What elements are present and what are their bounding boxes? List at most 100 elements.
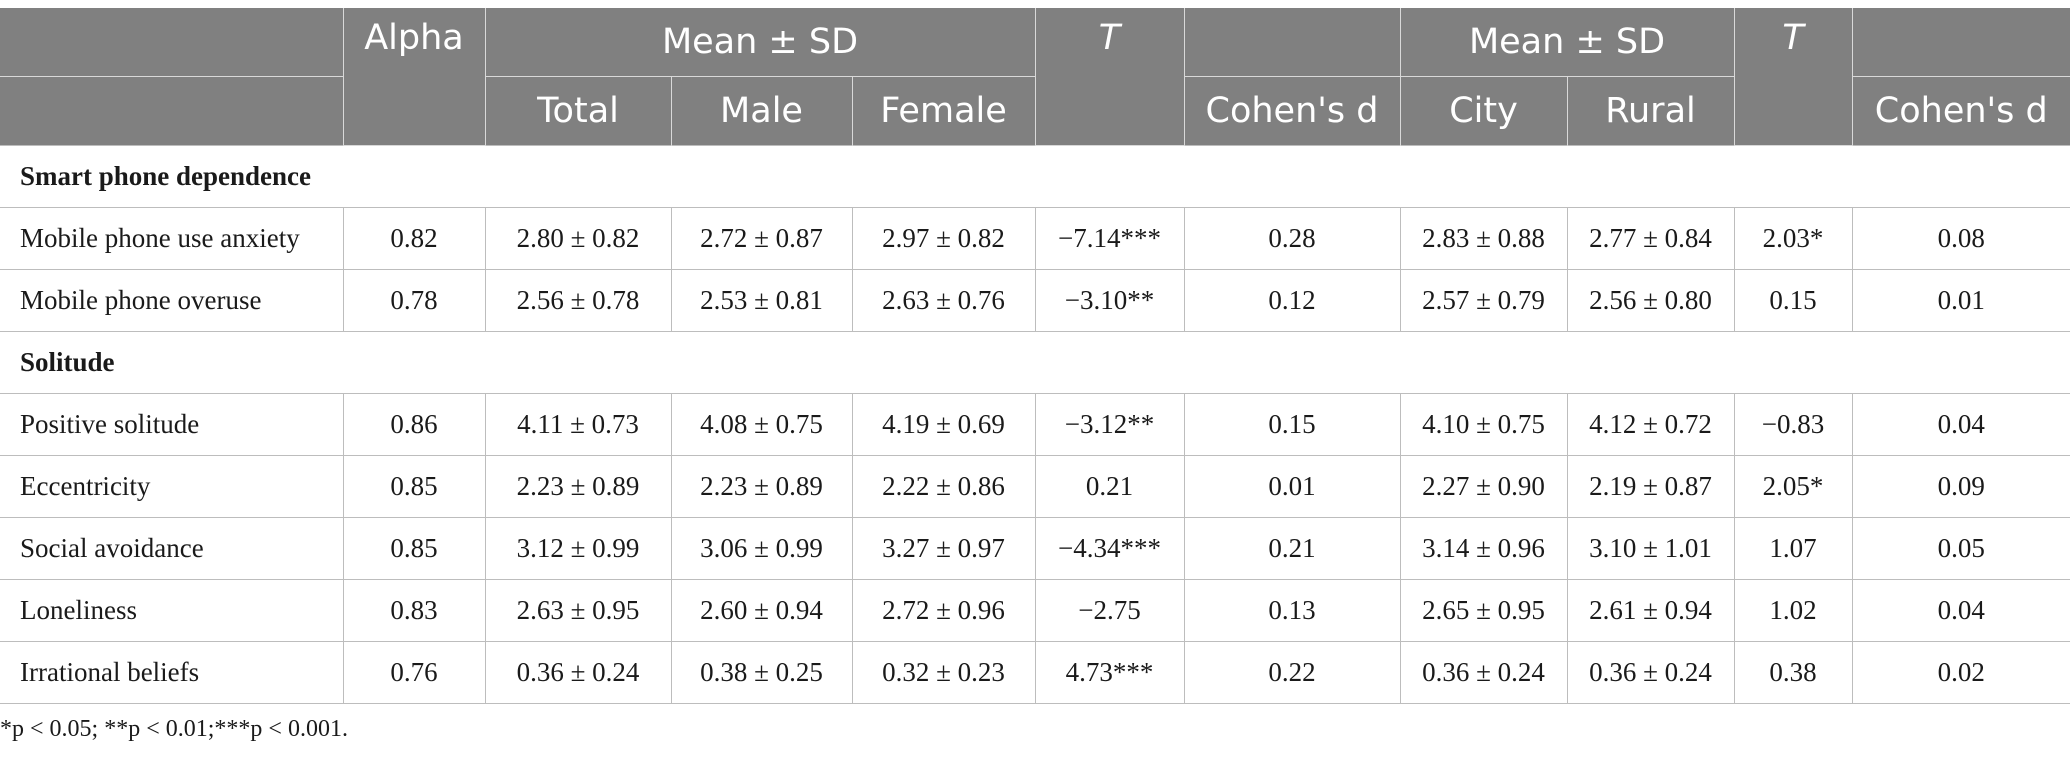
header-alpha: Alpha xyxy=(342,8,485,146)
cell-t-region: 0.38 xyxy=(1733,641,1853,704)
cell-t-gender: −4.34*** xyxy=(1034,517,1185,580)
cell-cohens-d-gender: 0.13 xyxy=(1183,579,1401,642)
cell-t-gender: −3.10** xyxy=(1034,269,1185,332)
cell-rural: 0.36 ± 0.24 xyxy=(1566,641,1735,704)
table-row: Mobile phone use anxiety 0.82 2.80 ± 0.8… xyxy=(0,207,2070,270)
cell-female: 2.97 ± 0.82 xyxy=(851,207,1036,270)
cell-male: 0.38 ± 0.25 xyxy=(670,641,853,704)
cell-t-region: 1.07 xyxy=(1733,517,1853,580)
header-cohens-d-region: Cohen's d xyxy=(1851,76,2070,146)
cell-t-region: 2.05* xyxy=(1733,455,1853,518)
table-row: Social avoidance 0.85 3.12 ± 0.99 3.06 ±… xyxy=(0,517,2070,580)
cell-city: 2.57 ± 0.79 xyxy=(1399,269,1568,332)
cell-alpha: 0.82 xyxy=(342,207,486,270)
cell-male: 2.53 ± 0.81 xyxy=(670,269,853,332)
row-label: Social avoidance xyxy=(0,517,344,580)
cell-cohens-d-region: 0.08 xyxy=(1851,207,2070,270)
cell-total: 2.80 ± 0.82 xyxy=(484,207,672,270)
cell-alpha: 0.76 xyxy=(342,641,486,704)
header-total: Total xyxy=(484,76,671,146)
statistics-table: Alpha Mean ± SD T Mean ± SD T Total Male… xyxy=(0,8,2070,704)
cell-rural: 4.12 ± 0.72 xyxy=(1566,393,1735,456)
cell-cohens-d-region: 0.04 xyxy=(1851,579,2070,642)
cell-t-gender: −2.75 xyxy=(1034,579,1185,642)
header-blank-1 xyxy=(1183,8,1400,77)
cell-cohens-d-region: 0.01 xyxy=(1851,269,2070,332)
cell-female: 3.27 ± 0.97 xyxy=(851,517,1036,580)
cell-t-gender: −3.12** xyxy=(1034,393,1185,456)
cell-cohens-d-gender: 0.22 xyxy=(1183,641,1401,704)
cell-cohens-d-gender: 0.01 xyxy=(1183,455,1401,518)
header-t-gender: T xyxy=(1034,8,1184,146)
table-row: Mobile phone overuse 0.78 2.56 ± 0.78 2.… xyxy=(0,269,2070,332)
cell-city: 2.65 ± 0.95 xyxy=(1399,579,1568,642)
cell-female: 2.22 ± 0.86 xyxy=(851,455,1036,518)
row-label: Mobile phone overuse xyxy=(0,269,344,332)
cell-alpha: 0.78 xyxy=(342,269,486,332)
cell-male: 2.23 ± 0.89 xyxy=(670,455,853,518)
cell-rural: 2.61 ± 0.94 xyxy=(1566,579,1735,642)
table-row: Eccentricity 0.85 2.23 ± 0.89 2.23 ± 0.8… xyxy=(0,455,2070,518)
cell-alpha: 0.85 xyxy=(342,517,486,580)
cell-cohens-d-gender: 0.15 xyxy=(1183,393,1401,456)
cell-alpha: 0.85 xyxy=(342,455,486,518)
cell-female: 0.32 ± 0.23 xyxy=(851,641,1036,704)
cell-t-region: −0.83 xyxy=(1733,393,1853,456)
cell-city: 4.10 ± 0.75 xyxy=(1399,393,1568,456)
table-row: Irrational beliefs 0.76 0.36 ± 0.24 0.38… xyxy=(0,641,2070,704)
cell-city: 2.27 ± 0.90 xyxy=(1399,455,1568,518)
cell-cohens-d-region: 0.02 xyxy=(1851,641,2070,704)
header-female: Female xyxy=(851,76,1035,146)
cell-total: 4.11 ± 0.73 xyxy=(484,393,672,456)
cell-total: 3.12 ± 0.99 xyxy=(484,517,672,580)
header-cohens-d-gender: Cohen's d xyxy=(1183,76,1400,146)
header-blank-2 xyxy=(1851,8,2070,77)
cell-alpha: 0.83 xyxy=(342,579,486,642)
header-corner xyxy=(0,8,343,77)
cell-rural: 2.77 ± 0.84 xyxy=(1566,207,1735,270)
cell-t-region: 1.02 xyxy=(1733,579,1853,642)
cell-cohens-d-region: 0.09 xyxy=(1851,455,2070,518)
cell-rural: 2.56 ± 0.80 xyxy=(1566,269,1735,332)
cell-t-gender: −7.14*** xyxy=(1034,207,1185,270)
group-row: Solitude xyxy=(0,331,2070,394)
row-label: Eccentricity xyxy=(0,455,344,518)
cell-cohens-d-gender: 0.12 xyxy=(1183,269,1401,332)
cell-rural: 3.10 ± 1.01 xyxy=(1566,517,1735,580)
table-footnote: *p < 0.05; **p < 0.01;***p < 0.001. xyxy=(0,716,348,742)
cell-t-region: 2.03* xyxy=(1733,207,1853,270)
cell-cohens-d-gender: 0.21 xyxy=(1183,517,1401,580)
cell-total: 2.56 ± 0.78 xyxy=(484,269,672,332)
header-city: City xyxy=(1399,76,1567,146)
group-title: Smart phone dependence xyxy=(0,145,2070,208)
cell-total: 2.23 ± 0.89 xyxy=(484,455,672,518)
header-row-sub: Total Male Female Cohen's d City Rural C… xyxy=(0,76,2070,146)
cell-t-region: 0.15 xyxy=(1733,269,1853,332)
header-t-region: T xyxy=(1733,8,1853,146)
header-mean-sd-gender: Mean ± SD xyxy=(484,8,1035,77)
cell-cohens-d-gender: 0.28 xyxy=(1183,207,1401,270)
cell-male: 2.60 ± 0.94 xyxy=(670,579,853,642)
row-label: Mobile phone use anxiety xyxy=(0,207,344,270)
cell-city: 3.14 ± 0.96 xyxy=(1399,517,1568,580)
cell-female: 4.19 ± 0.69 xyxy=(851,393,1036,456)
cell-cohens-d-region: 0.04 xyxy=(1851,393,2070,456)
cell-city: 2.83 ± 0.88 xyxy=(1399,207,1568,270)
table-row: Loneliness 0.83 2.63 ± 0.95 2.60 ± 0.94 … xyxy=(0,579,2070,642)
cell-rural: 2.19 ± 0.87 xyxy=(1566,455,1735,518)
header-male: Male xyxy=(670,76,852,146)
cell-t-gender: 4.73*** xyxy=(1034,641,1185,704)
header-mean-sd-region: Mean ± SD xyxy=(1399,8,1735,77)
row-label: Positive solitude xyxy=(0,393,344,456)
cell-alpha: 0.86 xyxy=(342,393,486,456)
cell-male: 4.08 ± 0.75 xyxy=(670,393,853,456)
group-title: Solitude xyxy=(0,331,2070,394)
row-label: Irrational beliefs xyxy=(0,641,344,704)
header-row-top: Alpha Mean ± SD T Mean ± SD T xyxy=(0,8,2070,146)
cell-female: 2.72 ± 0.96 xyxy=(851,579,1036,642)
cell-male: 3.06 ± 0.99 xyxy=(670,517,853,580)
cell-total: 0.36 ± 0.24 xyxy=(484,641,672,704)
header-corner-2 xyxy=(0,76,343,146)
cell-cohens-d-region: 0.05 xyxy=(1851,517,2070,580)
cell-city: 0.36 ± 0.24 xyxy=(1399,641,1568,704)
